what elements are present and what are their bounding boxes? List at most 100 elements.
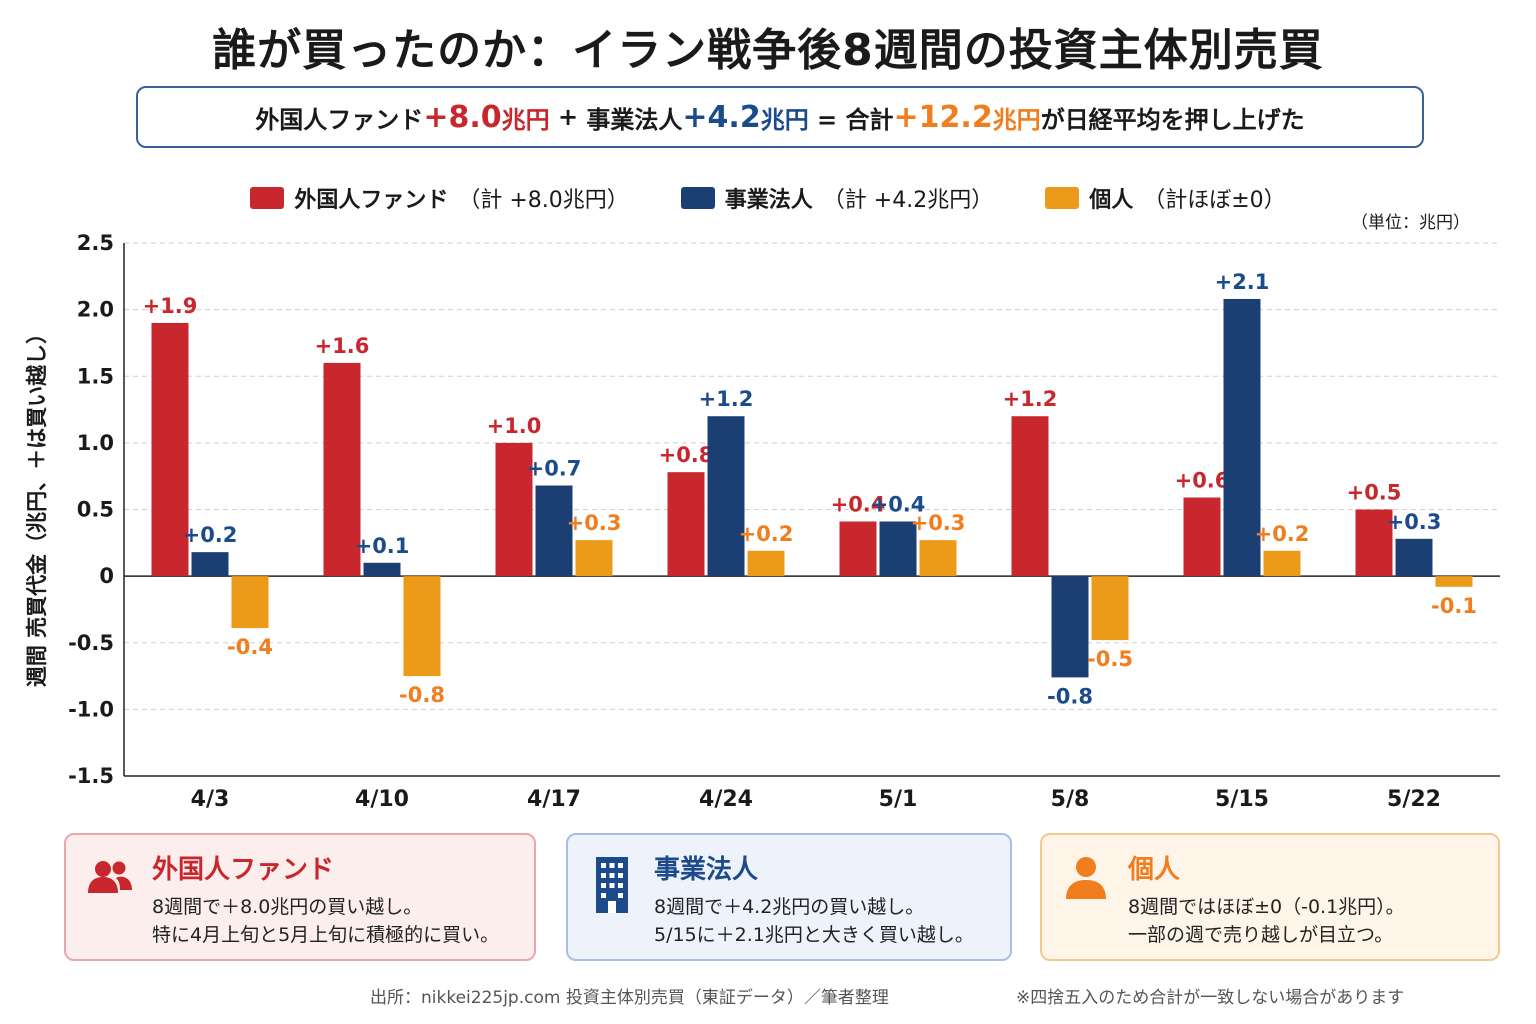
bar-foreign bbox=[323, 362, 361, 577]
y-tick-label: -1.0 bbox=[68, 697, 114, 721]
legend-swatch-foreign bbox=[250, 187, 285, 209]
data-label-corporate: +0.2 bbox=[183, 523, 238, 547]
card-corporate: 事業法人 8週間で＋4.2兆円の買い越し。 5/15に＋2.1兆円と大きく買い越… bbox=[566, 833, 1012, 961]
bar-individual bbox=[747, 550, 785, 577]
legend-note-corporate: （計 +4.2兆円） bbox=[822, 188, 994, 213]
summary-value-corporate: +4.2 bbox=[682, 99, 761, 135]
legend-label-foreign: 外国人ファンド bbox=[294, 188, 449, 213]
bar-corporate bbox=[1051, 576, 1089, 678]
data-label-individual: +0.2 bbox=[739, 522, 794, 546]
data-label-foreign: +0.8 bbox=[659, 443, 714, 467]
card-individual-line2: 一部の週で売り越しが目立つ。 bbox=[1128, 924, 1394, 946]
summary-unit-total: 兆円 bbox=[992, 105, 1041, 134]
y-tick-label: 2.5 bbox=[77, 231, 114, 255]
data-label-individual: -0.5 bbox=[1087, 647, 1133, 671]
data-label-corporate: +0.3 bbox=[1387, 510, 1442, 534]
y-tick-label: 1.5 bbox=[77, 364, 114, 388]
footer-note: ※四捨五入のため合計が一致しない場合があります bbox=[1016, 988, 1405, 1008]
chart-title: 誰が買ったのか：イラン戦争後8週間の投資主体別売買 bbox=[212, 25, 1324, 76]
bar-corporate bbox=[1223, 298, 1261, 577]
bar-foreign bbox=[667, 472, 705, 577]
bar-foreign bbox=[1183, 497, 1221, 577]
bar-individual bbox=[403, 576, 441, 677]
bar-foreign bbox=[495, 442, 533, 577]
bar-foreign bbox=[1355, 509, 1393, 577]
data-label-individual: +0.2 bbox=[1255, 522, 1310, 546]
data-label-foreign: +0.5 bbox=[1347, 481, 1402, 505]
y-tick-label: -0.5 bbox=[68, 631, 114, 655]
data-label-individual: +0.3 bbox=[567, 511, 622, 535]
chart-legend: 外国人ファンド （計 +8.0兆円） 事業法人 （計 +4.2兆円） 個人 （計… bbox=[0, 182, 1536, 214]
bar-individual bbox=[231, 576, 269, 629]
card-individual-text: 8週間ではほぼ±0（-0.1兆円）。 一部の週で売り越しが目立つ。 bbox=[1128, 893, 1405, 949]
x-tick-label: 4/3 bbox=[191, 787, 230, 812]
person-icon bbox=[1066, 857, 1106, 899]
bar-individual bbox=[919, 540, 957, 577]
people-icon bbox=[88, 861, 132, 893]
bar-corporate bbox=[363, 562, 401, 577]
data-label-foreign: +1.6 bbox=[315, 334, 370, 358]
bar-individual bbox=[575, 540, 613, 577]
x-tick-label: 5/22 bbox=[1387, 787, 1441, 812]
data-label-foreign: +0.6 bbox=[1175, 469, 1230, 493]
summary-cards: 外国人ファンド 8週間で＋8.0兆円の買い越し。 特に4月上旬と5月上旬に積極的… bbox=[64, 833, 1500, 961]
x-tick-label: 4/24 bbox=[699, 787, 753, 812]
card-corporate-line2: 5/15に＋2.1兆円と大きく買い越し。 bbox=[654, 924, 974, 946]
bar-corporate bbox=[707, 416, 745, 577]
summary-plus: + bbox=[549, 103, 587, 131]
bar-foreign bbox=[1011, 416, 1049, 577]
summary-value-foreign: +8.0 bbox=[423, 99, 502, 135]
unit-note: （単位：兆円） bbox=[1351, 213, 1470, 233]
card-individual-title: 個人 bbox=[1128, 855, 1181, 885]
card-corporate-title: 事業法人 bbox=[654, 855, 759, 885]
legend-note-individual: （計ほぼ±0） bbox=[1143, 188, 1286, 213]
y-tick-label: 2.0 bbox=[77, 298, 114, 322]
summary-part1: 外国人ファンド bbox=[255, 105, 424, 134]
bar-corporate bbox=[535, 485, 573, 577]
data-label-individual: -0.1 bbox=[1431, 594, 1477, 618]
data-label-foreign: +1.0 bbox=[487, 414, 542, 438]
card-corporate-line1: 8週間で＋4.2兆円の買い越し。 bbox=[654, 896, 925, 918]
x-tick-label: 5/8 bbox=[1051, 787, 1090, 812]
x-tick-label: 4/10 bbox=[355, 787, 409, 812]
card-foreign: 外国人ファンド 8週間で＋8.0兆円の買い越し。 特に4月上旬と5月上旬に積極的… bbox=[64, 833, 536, 961]
y-tick-label: 1.0 bbox=[77, 431, 114, 455]
bar-individual bbox=[1435, 576, 1473, 587]
summary-value-total: +12.2 bbox=[893, 99, 993, 135]
y-tick-label: -1.5 bbox=[68, 764, 114, 788]
data-label-corporate: +1.2 bbox=[699, 387, 754, 411]
card-foreign-title: 外国人ファンド bbox=[152, 855, 335, 885]
x-tick-label: 4/17 bbox=[527, 787, 581, 812]
data-label-corporate: +2.1 bbox=[1215, 270, 1270, 294]
y-tick-label: 0 bbox=[99, 564, 114, 588]
bar-individual bbox=[1263, 550, 1301, 577]
bar-chart: 2.5 2.0 1.5 1.0 0.5 0 -0.5 -1.0 -1.5 +1.9 +0.2 -0.4… bbox=[68, 231, 1500, 812]
summary-part2: 事業法人 bbox=[586, 105, 683, 134]
legend-note-foreign: （計 +8.0兆円） bbox=[458, 188, 629, 213]
data-label-individual: +0.3 bbox=[911, 511, 966, 535]
x-tick-label: 5/1 bbox=[879, 787, 918, 812]
data-label-corporate: +0.7 bbox=[527, 457, 582, 481]
summary-tail: が日経平均を押し上げた bbox=[1040, 105, 1305, 134]
building-icon bbox=[596, 857, 628, 913]
x-tick-label: 5/15 bbox=[1215, 787, 1269, 812]
bar-foreign bbox=[839, 521, 877, 577]
legend-swatch-individual bbox=[1045, 187, 1080, 209]
data-label-corporate: +0.4 bbox=[871, 492, 926, 516]
bar-corporate bbox=[191, 552, 229, 577]
legend-label-individual: 個人 bbox=[1089, 188, 1134, 213]
data-label-foreign: +1.9 bbox=[143, 294, 198, 318]
card-foreign-line1: 8週間で＋8.0兆円の買い越し。 bbox=[152, 896, 423, 918]
bar-corporate bbox=[1395, 538, 1433, 577]
card-individual: 個人 8週間ではほぼ±0（-0.1兆円）。 一部の週で売り越しが目立つ。 bbox=[1040, 833, 1500, 961]
legend-label-corporate: 事業法人 bbox=[724, 188, 813, 213]
card-foreign-text: 8週間で＋8.0兆円の買い越し。 特に4月上旬と5月上旬に積極的に買い。 bbox=[152, 893, 499, 949]
data-label-foreign: +0.4 bbox=[831, 492, 886, 516]
summary-box: 外国人ファンド +8.0 兆円 + 事業法人 +4.2 兆円 = 合計 +12.… bbox=[136, 86, 1424, 148]
data-label-corporate: +0.1 bbox=[355, 534, 410, 558]
summary-unit-corporate: 兆円 bbox=[760, 105, 809, 134]
data-label-individual: -0.4 bbox=[227, 635, 273, 659]
bar-foreign bbox=[151, 322, 189, 577]
data-label-foreign: +1.2 bbox=[1003, 387, 1058, 411]
footer-source: 出所：nikkei225jp.com 投資主体別売買（東証データ）／筆者整理 bbox=[370, 988, 889, 1008]
